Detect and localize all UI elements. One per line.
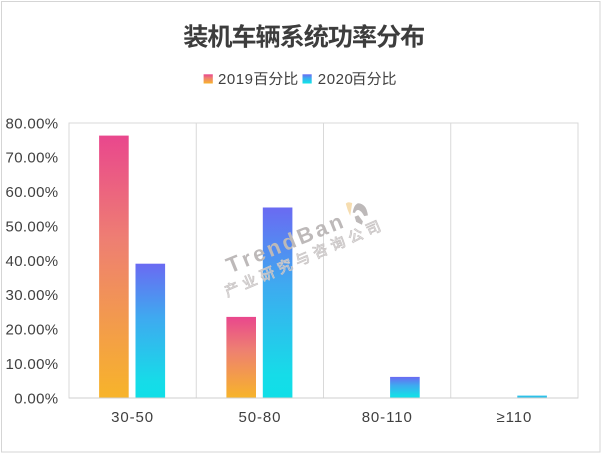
- svg-text:2019: 2019: [218, 71, 254, 88]
- svg-text:70.00%: 70.00%: [6, 150, 59, 167]
- svg-text:50.00%: 50.00%: [6, 218, 59, 235]
- svg-text:80.00%: 80.00%: [6, 115, 59, 132]
- svg-text:50-80: 50-80: [238, 409, 281, 426]
- svg-text:0.00%: 0.00%: [14, 390, 58, 407]
- svg-text:10.00%: 10.00%: [6, 356, 59, 373]
- svg-text:30-50: 30-50: [111, 409, 154, 426]
- svg-text:30.00%: 30.00%: [6, 287, 59, 304]
- svg-text:40.00%: 40.00%: [6, 253, 59, 270]
- svg-text:60.00%: 60.00%: [6, 184, 59, 201]
- svg-text:2020: 2020: [318, 71, 354, 88]
- svg-text:≥110: ≥110: [497, 409, 533, 426]
- svg-text:80-110: 80-110: [362, 409, 413, 426]
- svg-text:20.00%: 20.00%: [6, 322, 59, 339]
